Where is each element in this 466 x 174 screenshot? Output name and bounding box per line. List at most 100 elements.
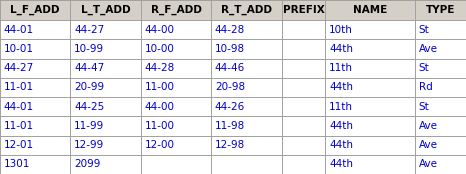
Text: 44th: 44th [329, 121, 353, 131]
Text: 11-00: 11-00 [144, 121, 174, 131]
Text: Ave: Ave [419, 121, 438, 131]
Bar [70, 0, 141, 20]
Bar [0, 0, 70, 20]
Bar [325, 58, 415, 78]
Bar [325, 20, 415, 39]
Bar [415, 20, 466, 39]
Text: St: St [419, 63, 430, 73]
Bar [415, 136, 466, 155]
Text: 44-28: 44-28 [144, 63, 175, 73]
Bar [0, 20, 70, 39]
Text: Ave: Ave [419, 159, 438, 169]
Bar [0, 78, 70, 97]
Text: 44-01: 44-01 [4, 25, 34, 35]
Bar [0, 136, 70, 155]
Text: 10th: 10th [329, 25, 353, 35]
Text: 44-27: 44-27 [74, 25, 104, 35]
Bar [325, 78, 415, 97]
Text: 44th: 44th [329, 44, 353, 54]
Text: 11th: 11th [329, 102, 353, 112]
Text: 11-99: 11-99 [74, 121, 104, 131]
Text: 44-28: 44-28 [215, 25, 245, 35]
Text: 44th: 44th [329, 159, 353, 169]
Bar [70, 116, 141, 136]
Text: TYPE: TYPE [426, 5, 455, 15]
Bar [70, 78, 141, 97]
Bar [281, 155, 325, 174]
Bar [415, 97, 466, 116]
Text: 10-00: 10-00 [144, 44, 174, 54]
Text: 10-99: 10-99 [74, 44, 104, 54]
Text: PREFIX: PREFIX [282, 5, 324, 15]
Text: 10-01: 10-01 [4, 44, 34, 54]
Text: 44th: 44th [329, 82, 353, 92]
Bar [281, 97, 325, 116]
Bar [141, 155, 211, 174]
Text: 12-01: 12-01 [4, 140, 34, 150]
Bar [281, 78, 325, 97]
Text: 11-01: 11-01 [4, 121, 34, 131]
Text: 44-46: 44-46 [215, 63, 245, 73]
Bar [325, 0, 415, 20]
Bar [141, 116, 211, 136]
Bar [70, 136, 141, 155]
Text: 11-98: 11-98 [215, 121, 245, 131]
Text: 44-47: 44-47 [74, 63, 104, 73]
Text: 44-01: 44-01 [4, 102, 34, 112]
Text: L_F_ADD: L_F_ADD [10, 5, 60, 15]
Text: Ave: Ave [419, 140, 438, 150]
Text: 20-99: 20-99 [74, 82, 104, 92]
Bar [281, 58, 325, 78]
Text: 11-01: 11-01 [4, 82, 34, 92]
Bar [211, 78, 281, 97]
Text: 12-98: 12-98 [215, 140, 245, 150]
Text: R_F_ADD: R_F_ADD [151, 5, 201, 15]
Text: St: St [419, 25, 430, 35]
Bar [415, 155, 466, 174]
Bar [0, 116, 70, 136]
Text: 12-00: 12-00 [144, 140, 174, 150]
Text: Ave: Ave [419, 44, 438, 54]
Bar [325, 136, 415, 155]
Bar [70, 155, 141, 174]
Text: 1301: 1301 [4, 159, 30, 169]
Bar [0, 58, 70, 78]
Bar [70, 39, 141, 58]
Bar [415, 39, 466, 58]
Bar [141, 39, 211, 58]
Bar [141, 78, 211, 97]
Bar [211, 116, 281, 136]
Bar [325, 39, 415, 58]
Bar [211, 58, 281, 78]
Bar [141, 0, 211, 20]
Bar [415, 116, 466, 136]
Bar [70, 97, 141, 116]
Bar [281, 20, 325, 39]
Bar [281, 116, 325, 136]
Text: NAME: NAME [353, 5, 387, 15]
Bar [281, 136, 325, 155]
Text: 11-00: 11-00 [144, 82, 174, 92]
Text: 44-26: 44-26 [215, 102, 245, 112]
Bar [0, 39, 70, 58]
Bar [211, 136, 281, 155]
Text: 44-27: 44-27 [4, 63, 34, 73]
Text: L_T_ADD: L_T_ADD [81, 5, 130, 15]
Text: 11th: 11th [329, 63, 353, 73]
Text: 44th: 44th [329, 140, 353, 150]
Bar [325, 155, 415, 174]
Text: 44-00: 44-00 [144, 102, 174, 112]
Bar [70, 20, 141, 39]
Bar [325, 116, 415, 136]
Bar [281, 0, 325, 20]
Bar [141, 58, 211, 78]
Bar [211, 97, 281, 116]
Bar [415, 58, 466, 78]
Text: 44-00: 44-00 [144, 25, 174, 35]
Bar [211, 20, 281, 39]
Bar [211, 39, 281, 58]
Bar [325, 97, 415, 116]
Bar [141, 136, 211, 155]
Bar [0, 97, 70, 116]
Text: Rd: Rd [419, 82, 432, 92]
